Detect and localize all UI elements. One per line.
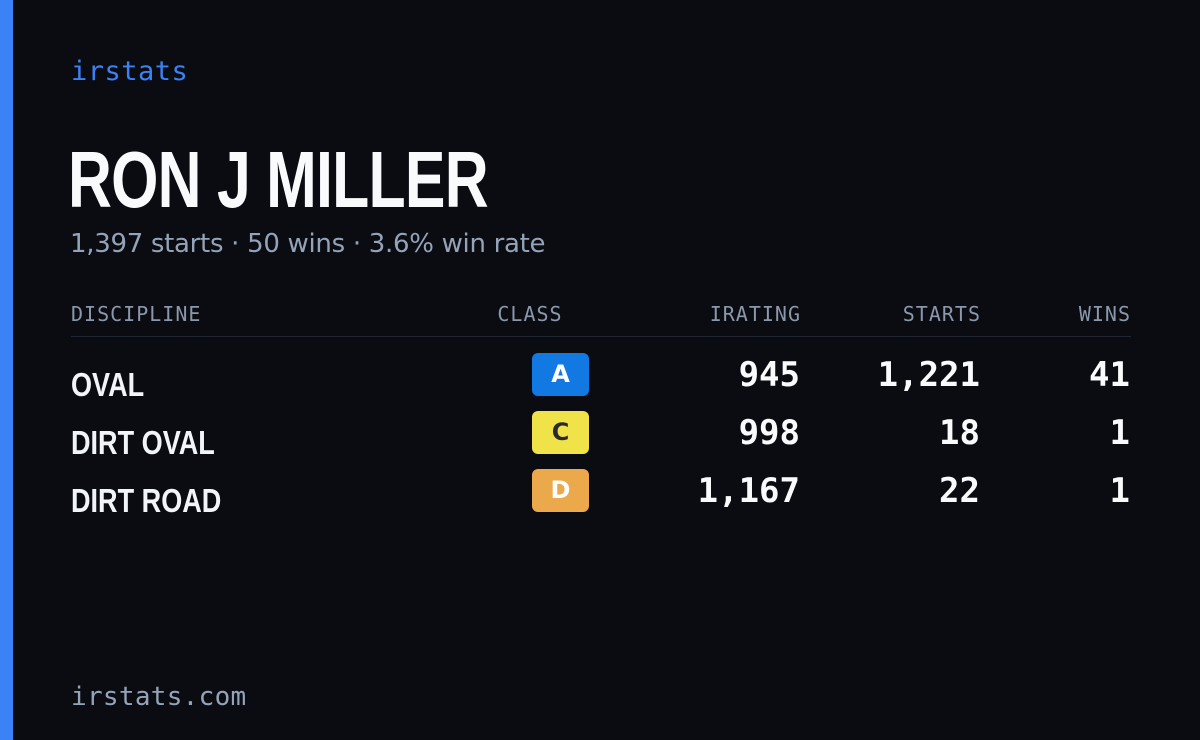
table-row: OVAL A 945 1,221 41 <box>71 353 1131 411</box>
class-badge: A <box>532 353 589 396</box>
starts-value: 22 <box>939 471 980 511</box>
brand-logo: irstats <box>71 56 189 87</box>
wins-value: 1 <box>1109 413 1130 453</box>
header-wins: WINS <box>1078 302 1131 326</box>
irating-value: 1,167 <box>697 471 800 511</box>
wins-value: 41 <box>1089 355 1130 395</box>
wins-value: 1 <box>1109 471 1130 511</box>
table-header: DISCIPLINE CLASS IRATING STARTS WINS <box>71 298 1131 337</box>
header-class: CLASS <box>497 302 563 326</box>
starts-value: 18 <box>939 413 980 453</box>
footer-url: irstats.com <box>71 682 247 712</box>
irating-value: 945 <box>738 355 800 395</box>
class-badge: C <box>532 411 589 454</box>
class-badge: D <box>532 469 589 512</box>
discipline-table: DISCIPLINE CLASS IRATING STARTS WINS OVA… <box>71 298 1131 527</box>
table-body: OVAL A 945 1,221 41 DIRT OVAL C 998 18 1… <box>71 337 1131 527</box>
header-irating: IRATING <box>709 302 801 326</box>
discipline-name: OVAL <box>71 366 145 403</box>
driver-summary: 1,397 starts · 50 wins · 3.6% win rate <box>70 229 546 259</box>
driver-name: RON J MILLER <box>68 135 489 224</box>
discipline-name: DIRT OVAL <box>71 424 215 461</box>
irating-value: 998 <box>738 413 800 453</box>
table-row: DIRT OVAL C 998 18 1 <box>71 411 1131 469</box>
starts-value: 1,221 <box>877 355 980 395</box>
table-row: DIRT ROAD D 1,167 22 1 <box>71 469 1131 527</box>
header-starts: STARTS <box>902 302 981 326</box>
header-discipline: DISCIPLINE <box>71 302 202 326</box>
discipline-name: DIRT ROAD <box>71 482 222 519</box>
accent-bar <box>0 0 13 740</box>
